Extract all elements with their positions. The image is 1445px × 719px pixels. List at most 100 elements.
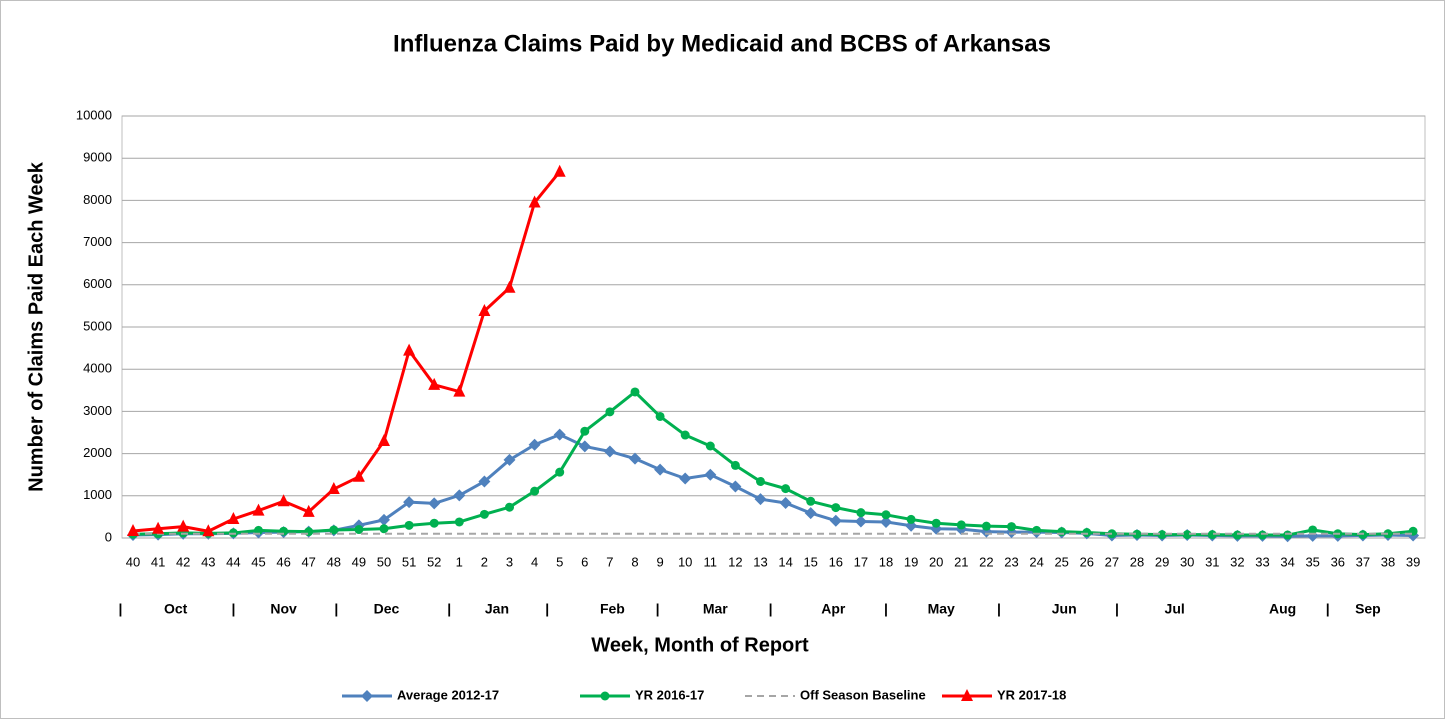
data-point [1057, 527, 1067, 537]
x-tick-label: 48 [327, 554, 341, 569]
x-tick-label: 6 [581, 554, 588, 569]
data-point [705, 441, 715, 451]
y-tick-label: 1000 [83, 487, 112, 502]
y-tick-label: 5000 [83, 318, 112, 333]
month-separator: | [545, 601, 549, 617]
month-label: Feb [600, 601, 625, 617]
data-point [779, 496, 792, 509]
data-point [1232, 530, 1242, 540]
month-label: Apr [821, 601, 846, 617]
data-point [454, 517, 464, 527]
data-point [302, 504, 315, 517]
legend-label: YR 2017-18 [997, 687, 1066, 702]
data-point [730, 460, 740, 470]
month-separator: | [334, 601, 338, 617]
x-tick-label: 12 [728, 554, 742, 569]
x-tick-label: 49 [352, 554, 366, 569]
month-label: Oct [164, 601, 188, 617]
data-point [580, 426, 590, 436]
data-point [1082, 528, 1092, 538]
data-point [479, 509, 489, 519]
data-point [1283, 530, 1293, 540]
x-tick-label: 1 [456, 554, 463, 569]
x-tick-label: 28 [1130, 554, 1144, 569]
data-point [503, 280, 516, 293]
data-point [680, 430, 690, 440]
data-point [806, 496, 816, 506]
x-tick-label: 8 [631, 554, 638, 569]
x-axis-title: Week, Month of Report [591, 634, 809, 656]
x-tick-label: 51 [402, 554, 416, 569]
x-tick-label: 29 [1155, 554, 1169, 569]
legend-marker [361, 690, 373, 702]
data-point [704, 468, 717, 481]
data-point [453, 489, 466, 502]
data-point [854, 515, 867, 528]
data-point [254, 525, 263, 535]
data-point [1132, 529, 1142, 539]
data-point [1308, 525, 1318, 535]
x-tick-label: 50 [377, 554, 391, 569]
x-tick-label: 11 [704, 554, 718, 569]
month-label: May [928, 601, 955, 617]
data-point [503, 453, 516, 466]
data-point [829, 514, 842, 527]
data-point [881, 510, 891, 520]
month-label: Sep [1355, 601, 1381, 617]
data-point [227, 512, 240, 525]
month-separator: | [447, 601, 451, 617]
x-tick-label: 26 [1080, 554, 1094, 569]
y-tick-label: 7000 [83, 234, 112, 249]
data-point [956, 520, 966, 530]
y-tick-label: 4000 [83, 361, 112, 376]
month-label: Jun [1052, 601, 1077, 617]
month-label: Nov [270, 601, 297, 617]
data-point [478, 475, 491, 488]
x-tick-label: 21 [954, 554, 968, 569]
x-tick-label: 42 [176, 554, 190, 569]
data-point [403, 343, 416, 356]
data-point [1157, 530, 1167, 540]
data-point [654, 463, 667, 476]
data-point [729, 480, 742, 493]
data-point [1207, 530, 1217, 540]
x-tick-label: 43 [201, 554, 215, 569]
data-point [553, 428, 566, 441]
data-point [478, 303, 491, 316]
data-point [630, 387, 640, 397]
month-separator: | [656, 601, 660, 617]
y-tick-label: 8000 [83, 192, 112, 207]
data-point [428, 377, 441, 390]
legend-marker [600, 691, 610, 701]
month-separator: | [769, 601, 773, 617]
x-tick-label: 34 [1280, 554, 1294, 569]
data-point [354, 525, 364, 535]
data-point [379, 524, 389, 534]
month-label: Jul [1165, 601, 1185, 617]
data-point [404, 520, 414, 530]
x-tick-label: 15 [803, 554, 817, 569]
x-tick-label: 38 [1381, 554, 1395, 569]
data-point [906, 514, 916, 524]
data-point [679, 472, 692, 485]
x-tick-label: 30 [1180, 554, 1194, 569]
x-tick-label: 13 [753, 554, 767, 569]
data-point [1182, 530, 1192, 540]
series-line [132, 390, 1414, 537]
x-tick-label: 5 [556, 554, 563, 569]
data-point [981, 521, 991, 531]
data-point [754, 493, 767, 506]
x-tick-label: 36 [1331, 554, 1345, 569]
series-line [132, 170, 561, 533]
x-tick-label: 32 [1230, 554, 1244, 569]
x-tick-label: 7 [606, 554, 613, 569]
month-separator: | [997, 601, 1001, 617]
x-tick-label: 16 [829, 554, 843, 569]
month-separator: | [1115, 601, 1119, 617]
x-tick-label: 24 [1029, 554, 1043, 569]
month-separator: | [884, 601, 888, 617]
month-separator: | [1326, 601, 1330, 617]
month-label: Dec [374, 601, 400, 617]
x-tick-label: 20 [929, 554, 943, 569]
month-separator: | [118, 601, 122, 617]
